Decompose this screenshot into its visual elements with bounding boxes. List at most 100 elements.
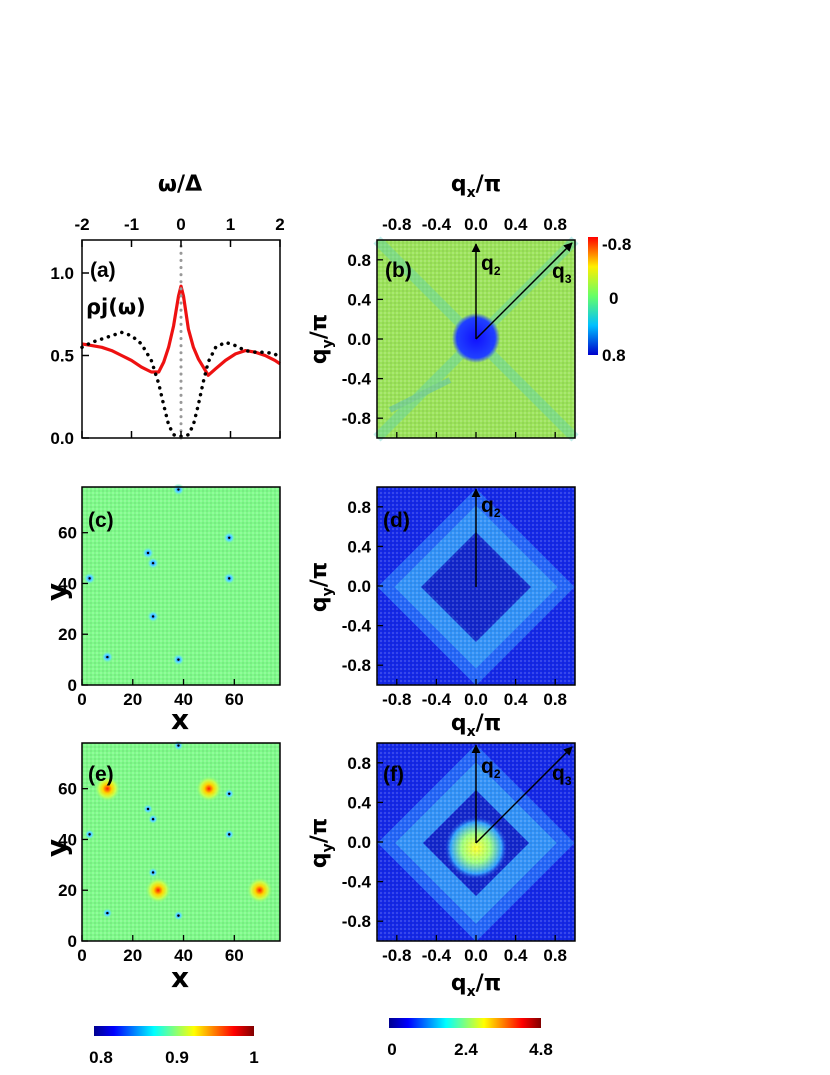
panel-c-xtick-0: 0 <box>77 690 86 709</box>
impurity-c-core-7 <box>88 577 91 580</box>
panel-b-ytick-0: 0.8 <box>347 251 371 270</box>
panel-c-xtick-2: 40 <box>174 690 193 709</box>
panel-d-ylabel: qy/π <box>307 562 336 612</box>
colorbar-e-tick-0: 0.8 <box>89 1048 113 1067</box>
panel-d-xtick-2: 0.0 <box>464 690 488 709</box>
panel-f-xtick-4: 0.8 <box>543 946 567 965</box>
panel-e-ytick-0: 0 <box>68 932 77 951</box>
panel-a-xtick-3: 1 <box>226 215 235 234</box>
colorbar-f-tick-1: 2.4 <box>454 1040 478 1059</box>
panel-c-frame <box>81 486 281 686</box>
panel-e-xtick-3: 60 <box>225 946 244 965</box>
panel-e-ytick-1: 20 <box>58 881 77 900</box>
panel-d-ytick-2: 0.0 <box>347 577 371 596</box>
panel-b: q2 q3 -0.8 -0.4 0.0 0.4 0.80.80.40.0-0.4-0.8… <box>307 172 631 442</box>
panel-e-xtick-2: 40 <box>174 946 193 965</box>
colorbar-e-tick-1: 0.9 <box>165 1048 189 1067</box>
panel-f-xtick-3: 0.4 <box>504 946 528 965</box>
panel-b-ticks: -0.8 -0.4 0.0 0.4 0.8 0.8 0.4 0.0 -0.4 -0.8 <box>342 215 567 438</box>
panel-b-xtick-top-4: 0.8 <box>543 215 567 234</box>
panel-e-xtick-1: 20 <box>123 946 142 965</box>
impurity-c-core-5 <box>151 561 155 565</box>
panel-f-xtick-1: -0.4 <box>422 946 452 965</box>
panel-a-lines <box>80 238 282 440</box>
panel-e-xtick-0: 0 <box>77 946 86 965</box>
panel-d-xtick-1: -0.4 <box>422 690 452 709</box>
colorbar-e-tick-2: 1 <box>249 1048 258 1067</box>
panel-a-ytick-2: 1.0 <box>50 264 74 283</box>
panel-c-ytick-1: 20 <box>58 625 77 644</box>
panel-a-annotation: ρj(ω) <box>86 295 146 319</box>
impurity-c-core-6 <box>228 536 231 539</box>
vortex-3 <box>246 877 273 904</box>
panel-d-xtick-3: 0.4 <box>504 690 528 709</box>
panel-b-xtick-top-1: -0.4 <box>422 215 452 234</box>
impurity-e-core-7 <box>88 833 91 836</box>
panel-b-xtick-top-2: 0.0 <box>464 215 488 234</box>
panel-e-vortices <box>84 740 273 921</box>
panel-c-ytick-3: 60 <box>58 524 77 543</box>
panel-f-label: (f) <box>383 763 404 786</box>
panel-a-xtick-2: 0 <box>176 215 185 234</box>
impurity-e-core-2 <box>151 871 155 874</box>
panel-f-ytick-0: 0.8 <box>347 754 371 773</box>
panel-f-ytick-4: -0.8 <box>342 912 371 931</box>
panel-c-label: (c) <box>88 509 114 532</box>
impurity-c-core-0 <box>106 655 109 659</box>
panel-f: q2 q3 -0.8 -0.4 0.0 0.4 0.80.80.40.0-0.4-0.8… <box>307 742 576 1059</box>
vortex-1 <box>195 775 222 802</box>
panel-b-ylabel: qy/π <box>307 314 336 364</box>
panel-c-ticks: 0 20 40 60 0 20 40 60 <box>58 524 244 709</box>
panel-e-colorbar <box>94 1026 254 1036</box>
panel-b-xtick-top-3: 0.4 <box>504 215 528 234</box>
panel-a-series-0 <box>81 284 281 377</box>
panel-d-ytick-0: 0.8 <box>347 498 371 517</box>
panel-c-xtick-3: 60 <box>225 690 244 709</box>
impurity-e-core-8 <box>177 744 180 747</box>
panel-e-xlabel: x <box>171 961 189 994</box>
panel-f-ytick-3: -0.4 <box>342 873 372 892</box>
panel-e: 0 20 40 60 0 20 40 60 (e) x y 0.8 0.9 1 <box>40 740 281 1067</box>
colorbar-b-tick-top: -0.8 <box>602 235 631 254</box>
panel-d-xtick-4: 0.8 <box>543 690 567 709</box>
panel-f-xtick-2: 0.0 <box>464 946 488 965</box>
panel-c-xtick-1: 20 <box>123 690 142 709</box>
vector-q3-f <box>475 746 573 844</box>
panel-e-ticks: 0 20 40 60 0 20 40 60 <box>58 780 244 965</box>
panel-b-xtick-top-0: -0.8 <box>382 215 411 234</box>
panel-d-ytick-4: -0.8 <box>342 656 371 675</box>
impurity-c-core-2 <box>151 615 155 618</box>
impurity-e-core-0 <box>106 911 109 915</box>
panel-e-frame <box>81 742 281 942</box>
colorbar-f-tick-0: 0 <box>387 1040 396 1059</box>
panel-c-ytick-2: 40 <box>58 574 77 593</box>
panel-b-colorbar <box>588 237 598 355</box>
panel-a-ytick-1: 0.5 <box>50 347 74 366</box>
impurity-c-core-4 <box>146 551 150 555</box>
panel-f-ylabel: qy/π <box>307 818 336 868</box>
panel-a-label: (a) <box>90 259 116 282</box>
panel-a-series-1 <box>80 330 282 439</box>
panel-d-ytick-1: 0.4 <box>347 537 371 556</box>
panel-b-ytick-4: -0.8 <box>342 409 371 428</box>
panel-a: -2 -1 0 1 2 0.0 0.5 1.0 ω/Δ (a) ρj(ω) <box>50 172 284 448</box>
panel-e-texture <box>82 743 280 941</box>
panel-d-xlabel: qx/π <box>451 711 501 740</box>
panel-d: q2 -0.8 -0.4 0.0 0.4 0.80.80.40.0-0.4-0.8 (d… <box>307 486 576 740</box>
panel-b-ytick-2: 0.0 <box>347 330 371 349</box>
impurity-e-core-3 <box>228 833 231 836</box>
panel-b-ytick-1: 0.4 <box>347 290 371 309</box>
panel-d-xtick-0: -0.8 <box>382 690 411 709</box>
colorbar-b-tick-mid: 0 <box>609 289 618 308</box>
panel-b-ytick-3: -0.4 <box>342 370 372 389</box>
vortex-0 <box>94 775 121 802</box>
panel-d-ytick-3: -0.4 <box>342 617 372 636</box>
vortex-2 <box>145 877 172 904</box>
panel-c-ylabel: y <box>40 583 73 601</box>
panel-f-ytick-2: 0.0 <box>347 833 371 852</box>
panel-f-xlabel: qx/π <box>451 971 501 1000</box>
panel-e-label: (e) <box>88 763 114 786</box>
impurity-c-core-8 <box>177 488 180 491</box>
panel-c-xlabel: x <box>171 703 189 736</box>
panel-e-ytick-3: 60 <box>58 780 77 799</box>
